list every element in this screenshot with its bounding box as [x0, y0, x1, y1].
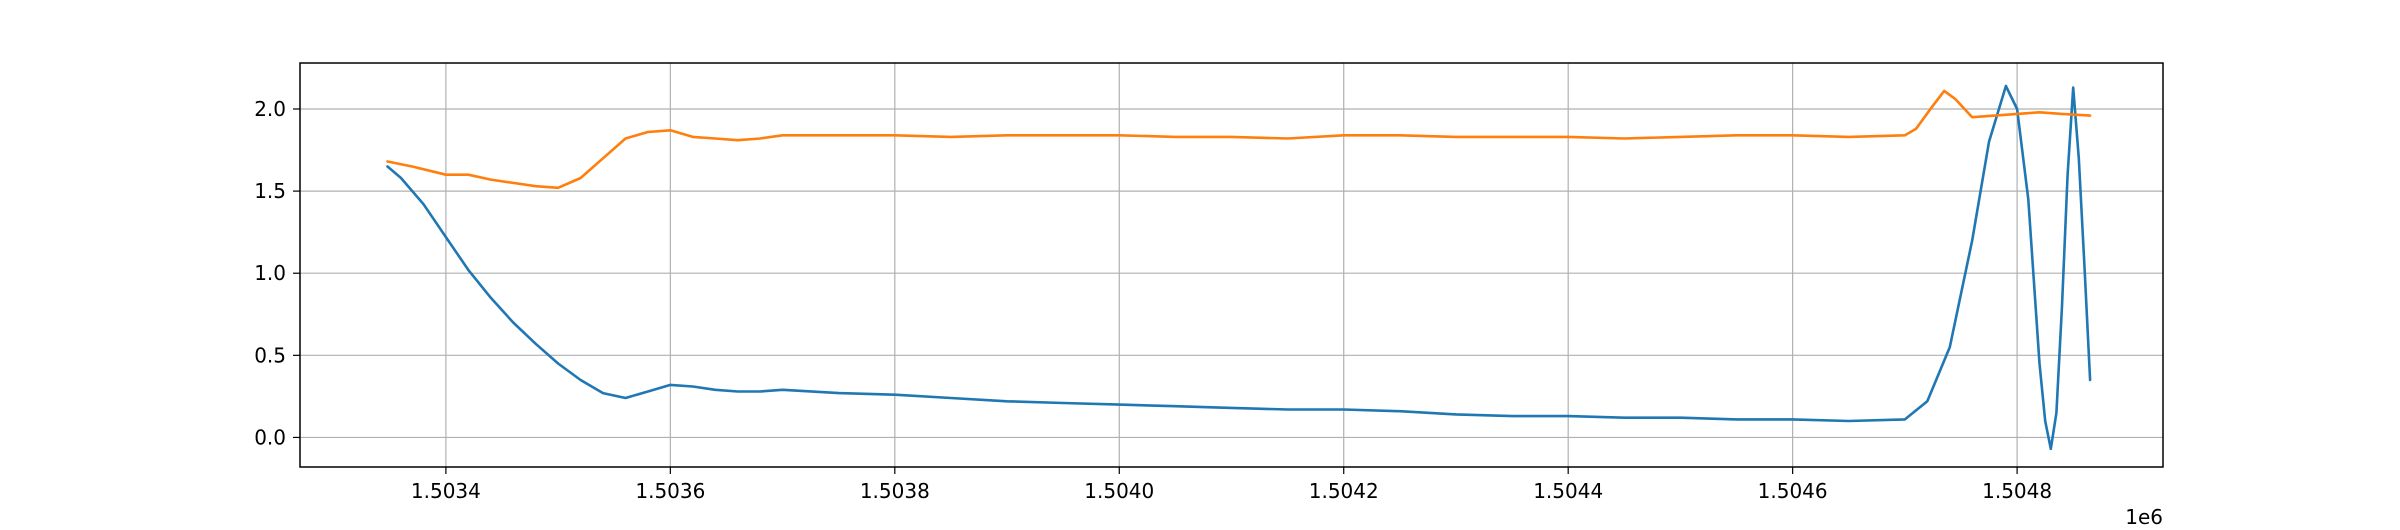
x-tick-label: 1.5038 [860, 479, 930, 503]
x-tick-label: 1.5036 [635, 479, 705, 503]
y-tick-label: 1.5 [254, 179, 286, 203]
series-line-1 [386, 84, 2092, 451]
axis-ticks: 1.5034 1.5036 1.5038 1.5040 1.5042 1.5044 1.50… [254, 97, 2052, 503]
y-tick-label: 0.0 [254, 425, 286, 449]
grid-lines [300, 63, 2163, 467]
axes-frame [299, 62, 2164, 468]
x-tick-label: 1.5048 [1982, 479, 2052, 503]
y-tick-label: 1.0 [254, 261, 286, 285]
x-tick-label: 1.5042 [1309, 479, 1379, 503]
x-tick-label: 1.5044 [1533, 479, 1603, 503]
x-tick-label: 1.5046 [1758, 479, 1828, 503]
y-tick-label: 2.0 [254, 97, 286, 121]
series-layer [386, 84, 2092, 451]
x-tick-label: 1.5040 [1084, 479, 1154, 503]
x-axis-offset-label: 1e6 [2125, 505, 2163, 525]
series-line-2 [386, 89, 2092, 190]
x-tick-label: 1.5034 [411, 479, 481, 503]
y-tick-label: 0.5 [254, 343, 286, 367]
